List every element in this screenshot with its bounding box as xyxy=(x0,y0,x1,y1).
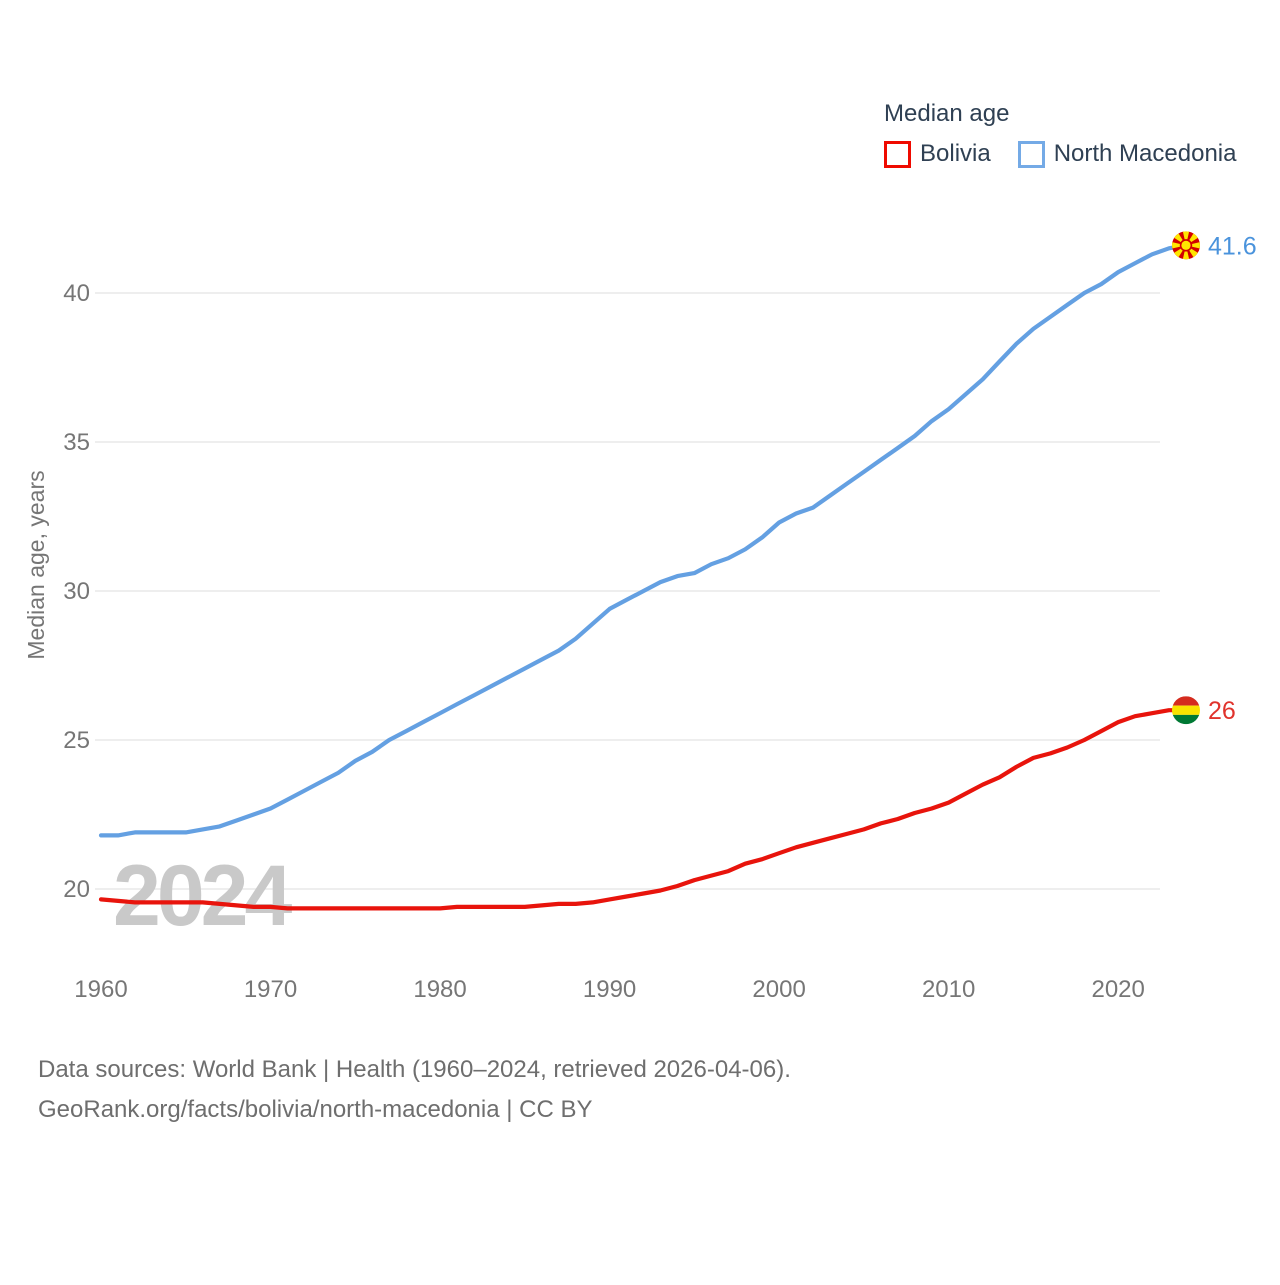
y-tick-label-40: 40 xyxy=(63,280,90,307)
x-tick-label-2000: 2000 xyxy=(752,976,805,1003)
y-tick-label-25: 25 xyxy=(63,727,90,754)
end-value-label-north-macedonia: 41.6 xyxy=(1208,232,1257,260)
x-tick-label-1970: 1970 xyxy=(244,976,297,1003)
axis-layer: 1960 1970 1980 1990 2000 2010 2020 xyxy=(74,976,1145,1003)
series-layer xyxy=(98,243,1189,911)
grid-layer: 20 25 30 35 40 xyxy=(63,280,1160,903)
x-tick-label-1980: 1980 xyxy=(413,976,466,1003)
legend-label-north-macedonia[interactable]: North Macedonia xyxy=(1053,140,1237,167)
series-line-north-macedonia xyxy=(98,243,1189,838)
x-tick-label-1990: 1990 xyxy=(583,976,636,1003)
watermark-year: 2024 xyxy=(113,848,292,944)
end-value-label-bolivia: 26 xyxy=(1208,697,1236,725)
x-tick-label-1960: 1960 xyxy=(74,976,127,1003)
legend-row: Bolivia North Macedonia xyxy=(884,140,1236,168)
y-axis-title: Median age, years xyxy=(23,470,49,659)
legend-title: Median age xyxy=(884,100,1010,127)
marker-layer: 26 41.6 xyxy=(1171,231,1257,725)
bolivia-flag-marker xyxy=(1171,696,1200,725)
legend-swatch-north-macedonia[interactable] xyxy=(1017,140,1045,168)
north-macedonia-flag-marker xyxy=(1171,231,1200,260)
legend-label-bolivia[interactable]: Bolivia xyxy=(920,140,991,167)
legend-swatch-bolivia[interactable] xyxy=(884,140,911,168)
x-tick-label-2010: 2010 xyxy=(922,976,975,1003)
footer-data-sources: Data sources: World Bank | Health (1960–… xyxy=(38,1056,791,1083)
y-tick-label-30: 30 xyxy=(63,578,90,605)
y-tick-label-35: 35 xyxy=(63,429,90,456)
footer: Data sources: World Bank | Health (1960–… xyxy=(38,1050,791,1130)
legend: Median age Bolivia North Macedonia xyxy=(884,100,1236,168)
footer-attribution: GeoRank.org/facts/bolivia/north-macedoni… xyxy=(38,1096,593,1123)
series-line-bolivia xyxy=(98,708,1189,911)
y-tick-label-20: 20 xyxy=(63,876,90,903)
x-tick-label-2020: 2020 xyxy=(1091,976,1144,1003)
